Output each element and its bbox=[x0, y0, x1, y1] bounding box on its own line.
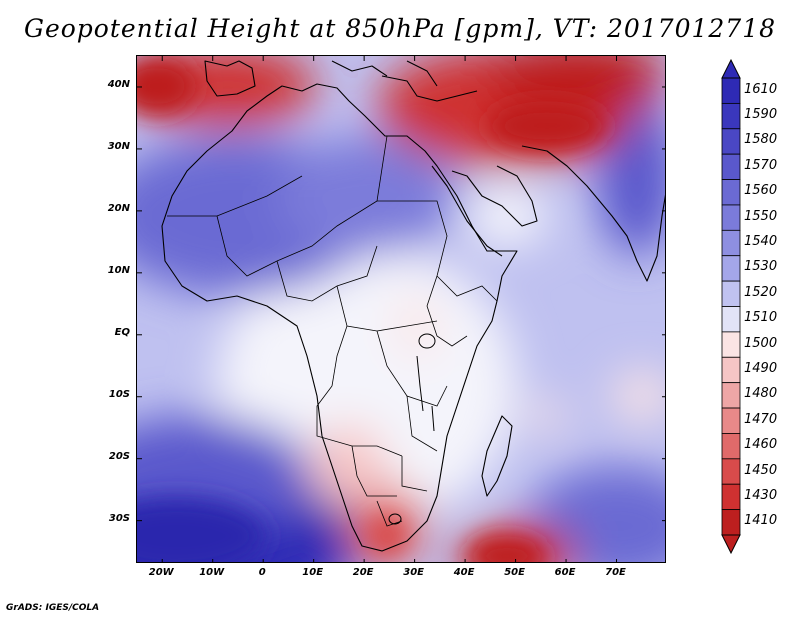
colorbar-swatch bbox=[721, 306, 741, 333]
lakes bbox=[388, 333, 436, 525]
colorbar-level-label: 1430 bbox=[744, 487, 778, 503]
x-tick-label: 10W bbox=[199, 567, 225, 578]
y-tick-label: EQ bbox=[114, 326, 130, 338]
colorbar-swatch bbox=[721, 433, 741, 460]
colorbar-bottom-arrow bbox=[721, 534, 741, 555]
colorbar-level-label: 1500 bbox=[744, 335, 778, 351]
colorbar-swatch bbox=[721, 229, 741, 257]
coastlines bbox=[161, 60, 665, 552]
colorbar-level-label: 1470 bbox=[744, 411, 778, 427]
y-tick-label: 30N bbox=[107, 140, 130, 152]
colorbar-swatch bbox=[721, 356, 741, 384]
colorbar-level-label: 1580 bbox=[744, 132, 778, 148]
colorbar-level-label: 1450 bbox=[744, 462, 778, 478]
colorbar-level-label: 1560 bbox=[744, 183, 778, 199]
colorbar-swatch bbox=[721, 407, 741, 434]
colorbar-swatch bbox=[721, 77, 741, 104]
x-tick-label: 50E bbox=[504, 567, 525, 578]
colorbar-swatch bbox=[721, 331, 741, 358]
x-tick-label: 70E bbox=[605, 567, 626, 578]
colorbar-level-label: 1520 bbox=[744, 284, 778, 300]
colorbar-swatches bbox=[721, 58, 741, 555]
y-tick-label: 10S bbox=[108, 388, 130, 400]
figure-title: Geopotential Height at 850hPa [gpm], VT:… bbox=[23, 14, 777, 43]
y-tick-label: 10N bbox=[107, 264, 130, 276]
tick-marks bbox=[137, 56, 665, 562]
y-tick-label: 40N bbox=[107, 78, 130, 90]
colorbar-level-label: 1480 bbox=[744, 386, 778, 402]
y-tick-label: 30S bbox=[108, 512, 130, 524]
colorbar-swatch bbox=[721, 128, 741, 155]
x-tick-label: 10E bbox=[302, 567, 324, 578]
x-tick-label: 0 bbox=[258, 567, 266, 578]
geopotential-map bbox=[137, 56, 665, 562]
colorbar-swatch bbox=[721, 458, 741, 485]
map-panel bbox=[136, 55, 666, 563]
credit-text: GrADS: IGES/COLA bbox=[6, 603, 100, 613]
colorbar-level-label: 1540 bbox=[744, 234, 778, 250]
colorbar-swatch bbox=[721, 280, 741, 307]
colorbar-level-label: 1510 bbox=[744, 310, 778, 326]
colorbar-swatch bbox=[721, 179, 741, 206]
x-tick-label: 40E bbox=[453, 567, 475, 578]
colorbar-swatch bbox=[721, 102, 741, 130]
y-tick-label: 20N bbox=[107, 202, 130, 214]
x-tick-label: 20W bbox=[148, 567, 174, 578]
colorbar-level-label: 1570 bbox=[744, 157, 778, 173]
x-tick-label: 30E bbox=[403, 567, 424, 578]
colorbar-level-label: 1460 bbox=[744, 437, 778, 453]
colorbar-swatch bbox=[721, 255, 741, 282]
colorbar-top-arrow bbox=[721, 58, 741, 79]
colorbar-level-label: 1490 bbox=[744, 360, 778, 376]
height-field-detail bbox=[137, 56, 607, 562]
country-borders bbox=[167, 135, 498, 527]
colorbar-level-label: 1530 bbox=[744, 259, 778, 275]
x-tick-label: 20E bbox=[352, 567, 374, 578]
colorbar-swatch bbox=[721, 153, 741, 180]
y-tick-label: 20S bbox=[108, 450, 130, 462]
colorbar-swatch bbox=[721, 204, 741, 231]
colorbar-swatch bbox=[721, 483, 741, 511]
colorbar-swatch bbox=[721, 509, 741, 536]
x-tick-label: 60E bbox=[554, 567, 576, 578]
colorbar-level-label: 1410 bbox=[744, 513, 778, 529]
colorbar-level-label: 1590 bbox=[744, 107, 778, 123]
colorbar-level-label: 1550 bbox=[744, 208, 778, 224]
colorbar-level-label: 1610 bbox=[744, 81, 778, 97]
colorbar-swatch bbox=[721, 382, 741, 409]
